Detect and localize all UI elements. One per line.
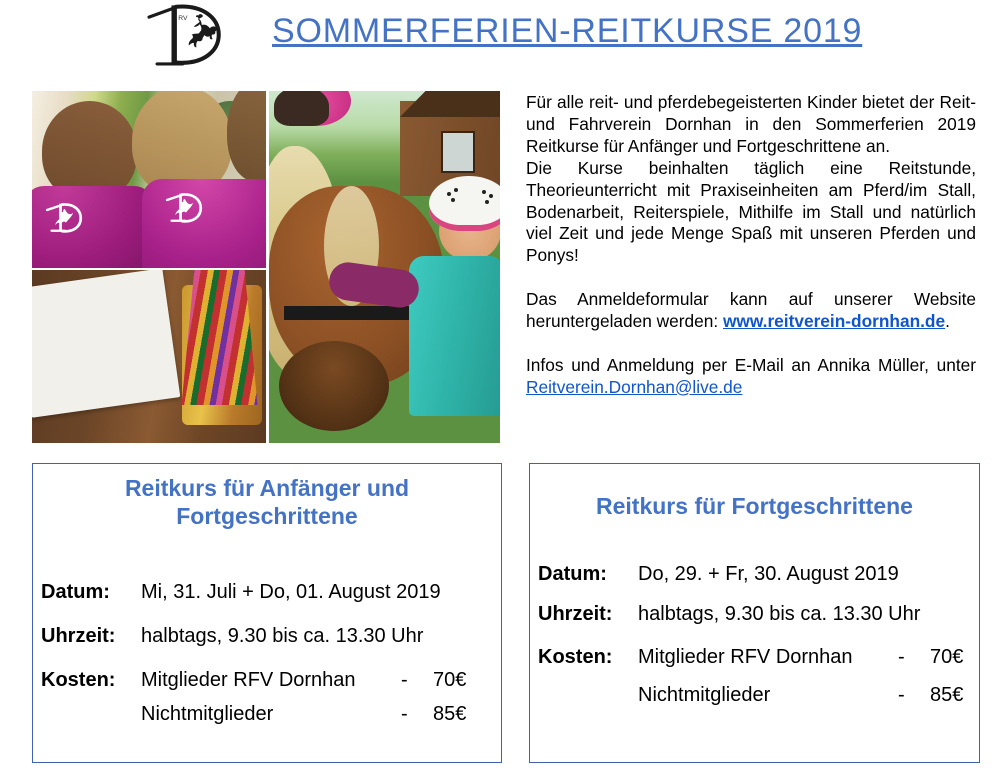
svg-text:RV: RV	[178, 15, 188, 22]
